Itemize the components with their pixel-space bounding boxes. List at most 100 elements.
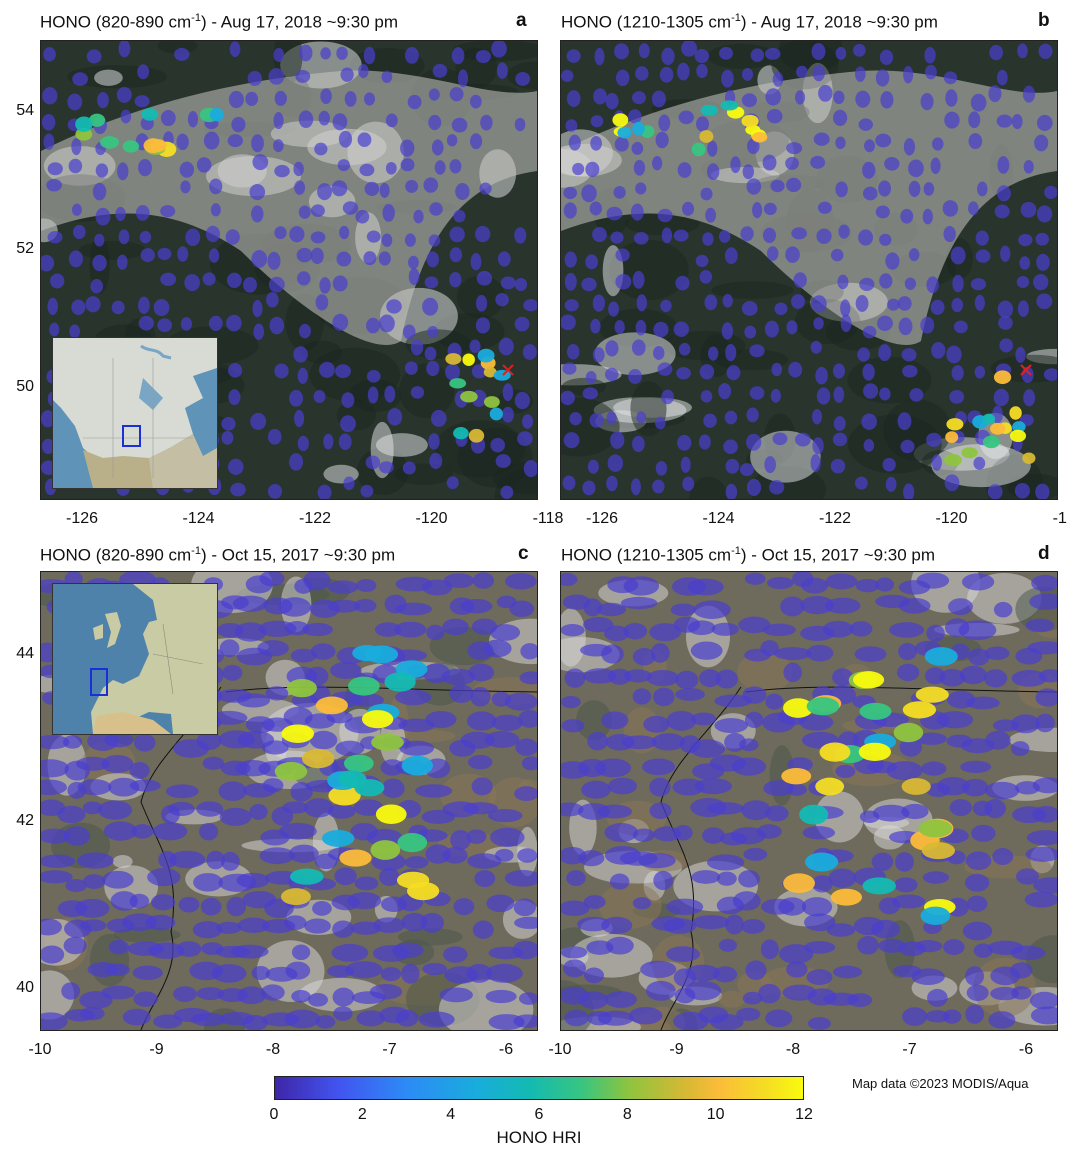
background-retrieval-dot bbox=[367, 386, 379, 404]
background-retrieval-dot bbox=[661, 227, 673, 244]
background-retrieval-dot bbox=[294, 409, 305, 428]
background-retrieval-dot bbox=[420, 912, 444, 933]
background-retrieval-dot bbox=[961, 573, 995, 591]
hri-retrieval-dot bbox=[287, 678, 317, 698]
background-retrieval-dot bbox=[614, 136, 629, 152]
hri-retrieval-dot bbox=[328, 785, 361, 806]
background-retrieval-dot bbox=[312, 901, 332, 916]
background-retrieval-dot bbox=[813, 132, 830, 146]
background-retrieval-dot bbox=[606, 475, 618, 492]
hri-retrieval-dot bbox=[100, 136, 119, 149]
background-retrieval-dot bbox=[382, 204, 395, 222]
background-retrieval-dot bbox=[86, 49, 102, 64]
background-retrieval-dot bbox=[450, 830, 471, 851]
background-retrieval-dot bbox=[344, 91, 357, 107]
background-retrieval-dot bbox=[732, 891, 761, 911]
hri-retrieval-dot bbox=[945, 431, 959, 443]
background-retrieval-dot bbox=[61, 982, 81, 1000]
background-retrieval-dot bbox=[764, 456, 776, 474]
background-retrieval-dot bbox=[366, 370, 381, 383]
background-retrieval-dot bbox=[490, 437, 505, 453]
background-retrieval-dot bbox=[932, 137, 944, 151]
background-retrieval-dot bbox=[305, 666, 329, 686]
background-retrieval-dot bbox=[747, 138, 760, 155]
background-retrieval-dot bbox=[345, 961, 383, 979]
background-retrieval-dot bbox=[203, 131, 220, 150]
background-retrieval-dot bbox=[604, 625, 630, 642]
background-retrieval-dot bbox=[858, 118, 873, 131]
background-retrieval-dot bbox=[725, 458, 740, 474]
background-retrieval-dot bbox=[853, 43, 866, 57]
background-retrieval-dot bbox=[298, 44, 313, 62]
background-retrieval-dot bbox=[49, 322, 60, 337]
background-retrieval-dot bbox=[205, 225, 220, 243]
background-retrieval-dot bbox=[102, 870, 134, 889]
background-retrieval-dot bbox=[741, 800, 771, 821]
background-retrieval-dot bbox=[870, 919, 901, 939]
background-retrieval-dot bbox=[931, 454, 942, 471]
background-retrieval-dot bbox=[206, 850, 225, 870]
background-retrieval-dot bbox=[466, 829, 487, 844]
background-retrieval-dot bbox=[443, 946, 468, 963]
background-retrieval-dot bbox=[400, 139, 415, 157]
background-retrieval-dot bbox=[638, 43, 650, 59]
background-retrieval-dot bbox=[442, 846, 468, 864]
background-retrieval-dot bbox=[924, 46, 936, 64]
background-retrieval-dot bbox=[1030, 1006, 1057, 1025]
background-retrieval-dot bbox=[714, 694, 752, 708]
background-retrieval-dot bbox=[466, 963, 493, 983]
background-retrieval-dot bbox=[317, 484, 332, 499]
background-retrieval-dot bbox=[661, 47, 675, 66]
background-retrieval-dot bbox=[902, 364, 918, 378]
hri-retrieval-dot bbox=[88, 113, 106, 127]
background-retrieval-dot bbox=[381, 778, 405, 799]
background-retrieval-dot bbox=[298, 205, 311, 219]
background-retrieval-dot bbox=[369, 983, 403, 1000]
background-retrieval-dot bbox=[210, 710, 248, 725]
background-retrieval-dot bbox=[572, 162, 585, 176]
background-retrieval-dot bbox=[129, 779, 161, 792]
background-retrieval-dot bbox=[1043, 368, 1057, 381]
background-retrieval-dot bbox=[673, 825, 693, 841]
background-retrieval-dot bbox=[810, 340, 822, 354]
background-retrieval-dot bbox=[974, 294, 985, 311]
background-retrieval-dot bbox=[469, 339, 481, 353]
background-retrieval-dot bbox=[700, 390, 713, 403]
background-retrieval-dot bbox=[134, 95, 150, 108]
background-retrieval-dot bbox=[561, 314, 576, 331]
background-retrieval-dot bbox=[82, 801, 103, 815]
background-retrieval-dot bbox=[653, 345, 665, 360]
hri-retrieval-dot bbox=[901, 778, 931, 795]
hri-retrieval-dot bbox=[924, 647, 958, 666]
background-retrieval-dot bbox=[520, 643, 537, 660]
hri-retrieval-dot bbox=[75, 127, 93, 141]
background-retrieval-dot bbox=[960, 760, 992, 774]
background-retrieval-dot bbox=[1017, 300, 1029, 317]
hri-retrieval-dot bbox=[915, 686, 949, 703]
background-retrieval-dot bbox=[381, 233, 393, 247]
background-retrieval-dot bbox=[514, 316, 530, 332]
panel-d-map[interactable] bbox=[560, 571, 1058, 1031]
background-retrieval-dot bbox=[763, 202, 777, 216]
panel-b-map[interactable] bbox=[560, 40, 1058, 500]
background-retrieval-dot bbox=[315, 294, 329, 311]
background-retrieval-dot bbox=[578, 991, 609, 1010]
background-retrieval-dot bbox=[725, 483, 738, 499]
background-retrieval-dot bbox=[395, 1009, 419, 1027]
background-retrieval-dot bbox=[1025, 618, 1055, 633]
background-retrieval-dot bbox=[1016, 275, 1030, 289]
background-retrieval-dot bbox=[404, 361, 418, 375]
background-retrieval-dot bbox=[766, 109, 783, 124]
background-retrieval-dot bbox=[68, 250, 83, 268]
background-retrieval-dot bbox=[1023, 389, 1036, 407]
background-retrieval-dot bbox=[199, 822, 219, 841]
background-retrieval-dot bbox=[763, 780, 794, 797]
background-retrieval-dot bbox=[237, 917, 270, 933]
background-retrieval-dot bbox=[323, 433, 334, 450]
x-tick-label: -9 bbox=[149, 1041, 164, 1058]
background-retrieval-dot bbox=[196, 801, 224, 817]
colorbar bbox=[274, 1076, 804, 1100]
background-retrieval-dot bbox=[236, 693, 271, 708]
panel-a-inset-map bbox=[52, 337, 218, 489]
background-retrieval-dot bbox=[657, 208, 673, 223]
